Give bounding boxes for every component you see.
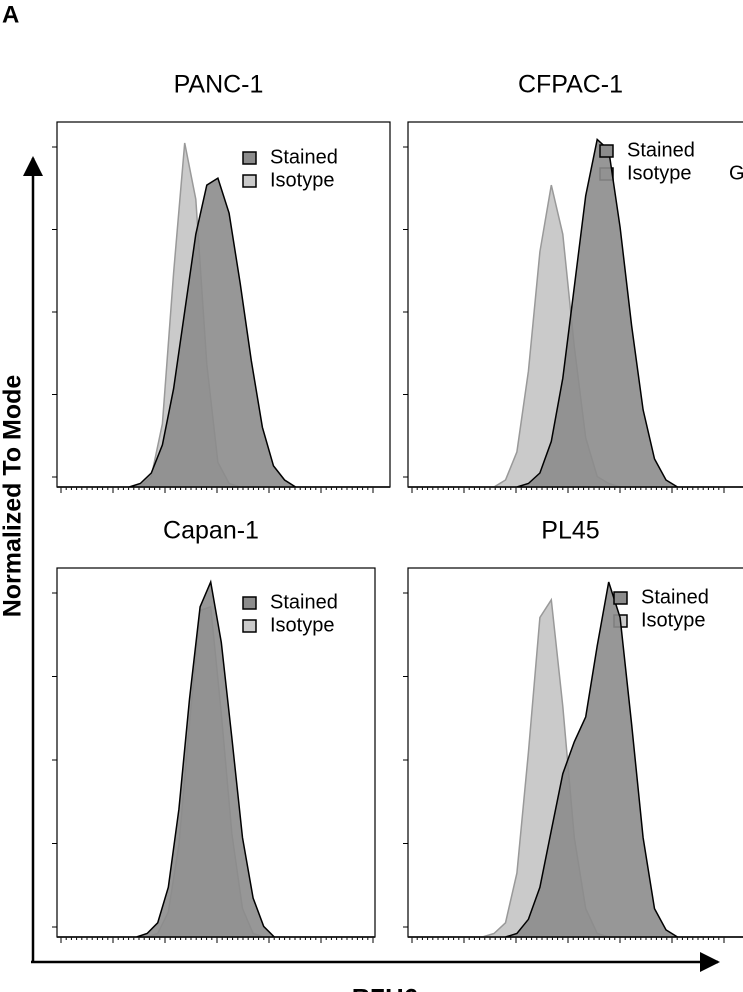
panel-title: PL45 <box>541 517 599 545</box>
legend-swatch <box>242 596 257 610</box>
legend-swatch <box>613 591 628 605</box>
y-axis-label: Normalized To Mode <box>0 375 27 618</box>
legend-label: Stained <box>627 139 695 161</box>
legend-swatch <box>599 144 614 158</box>
legend-label: Stained <box>270 591 338 613</box>
annotation: G <box>729 162 743 184</box>
legend-label: Isotype <box>627 162 691 184</box>
x-axis-label: B7H6 <box>352 983 418 992</box>
panel-label: A <box>2 1 19 28</box>
legend-label: Isotype <box>641 609 705 631</box>
histogram-area <box>57 579 375 938</box>
histogram-area <box>408 581 743 938</box>
legend-label: Isotype <box>270 614 334 636</box>
panel-title: PANC-1 <box>174 71 264 99</box>
histogram-area <box>408 138 743 488</box>
legend-swatch <box>242 174 257 188</box>
legend-swatch <box>242 151 257 165</box>
legend-label: Isotype <box>270 169 334 191</box>
panel-title: Capan-1 <box>163 517 259 545</box>
legend-label: Stained <box>270 146 338 168</box>
panel-title: CFPAC-1 <box>518 71 623 99</box>
legend-label: Stained <box>641 586 709 608</box>
histogram-area <box>57 176 390 488</box>
legend-swatch <box>242 619 257 633</box>
